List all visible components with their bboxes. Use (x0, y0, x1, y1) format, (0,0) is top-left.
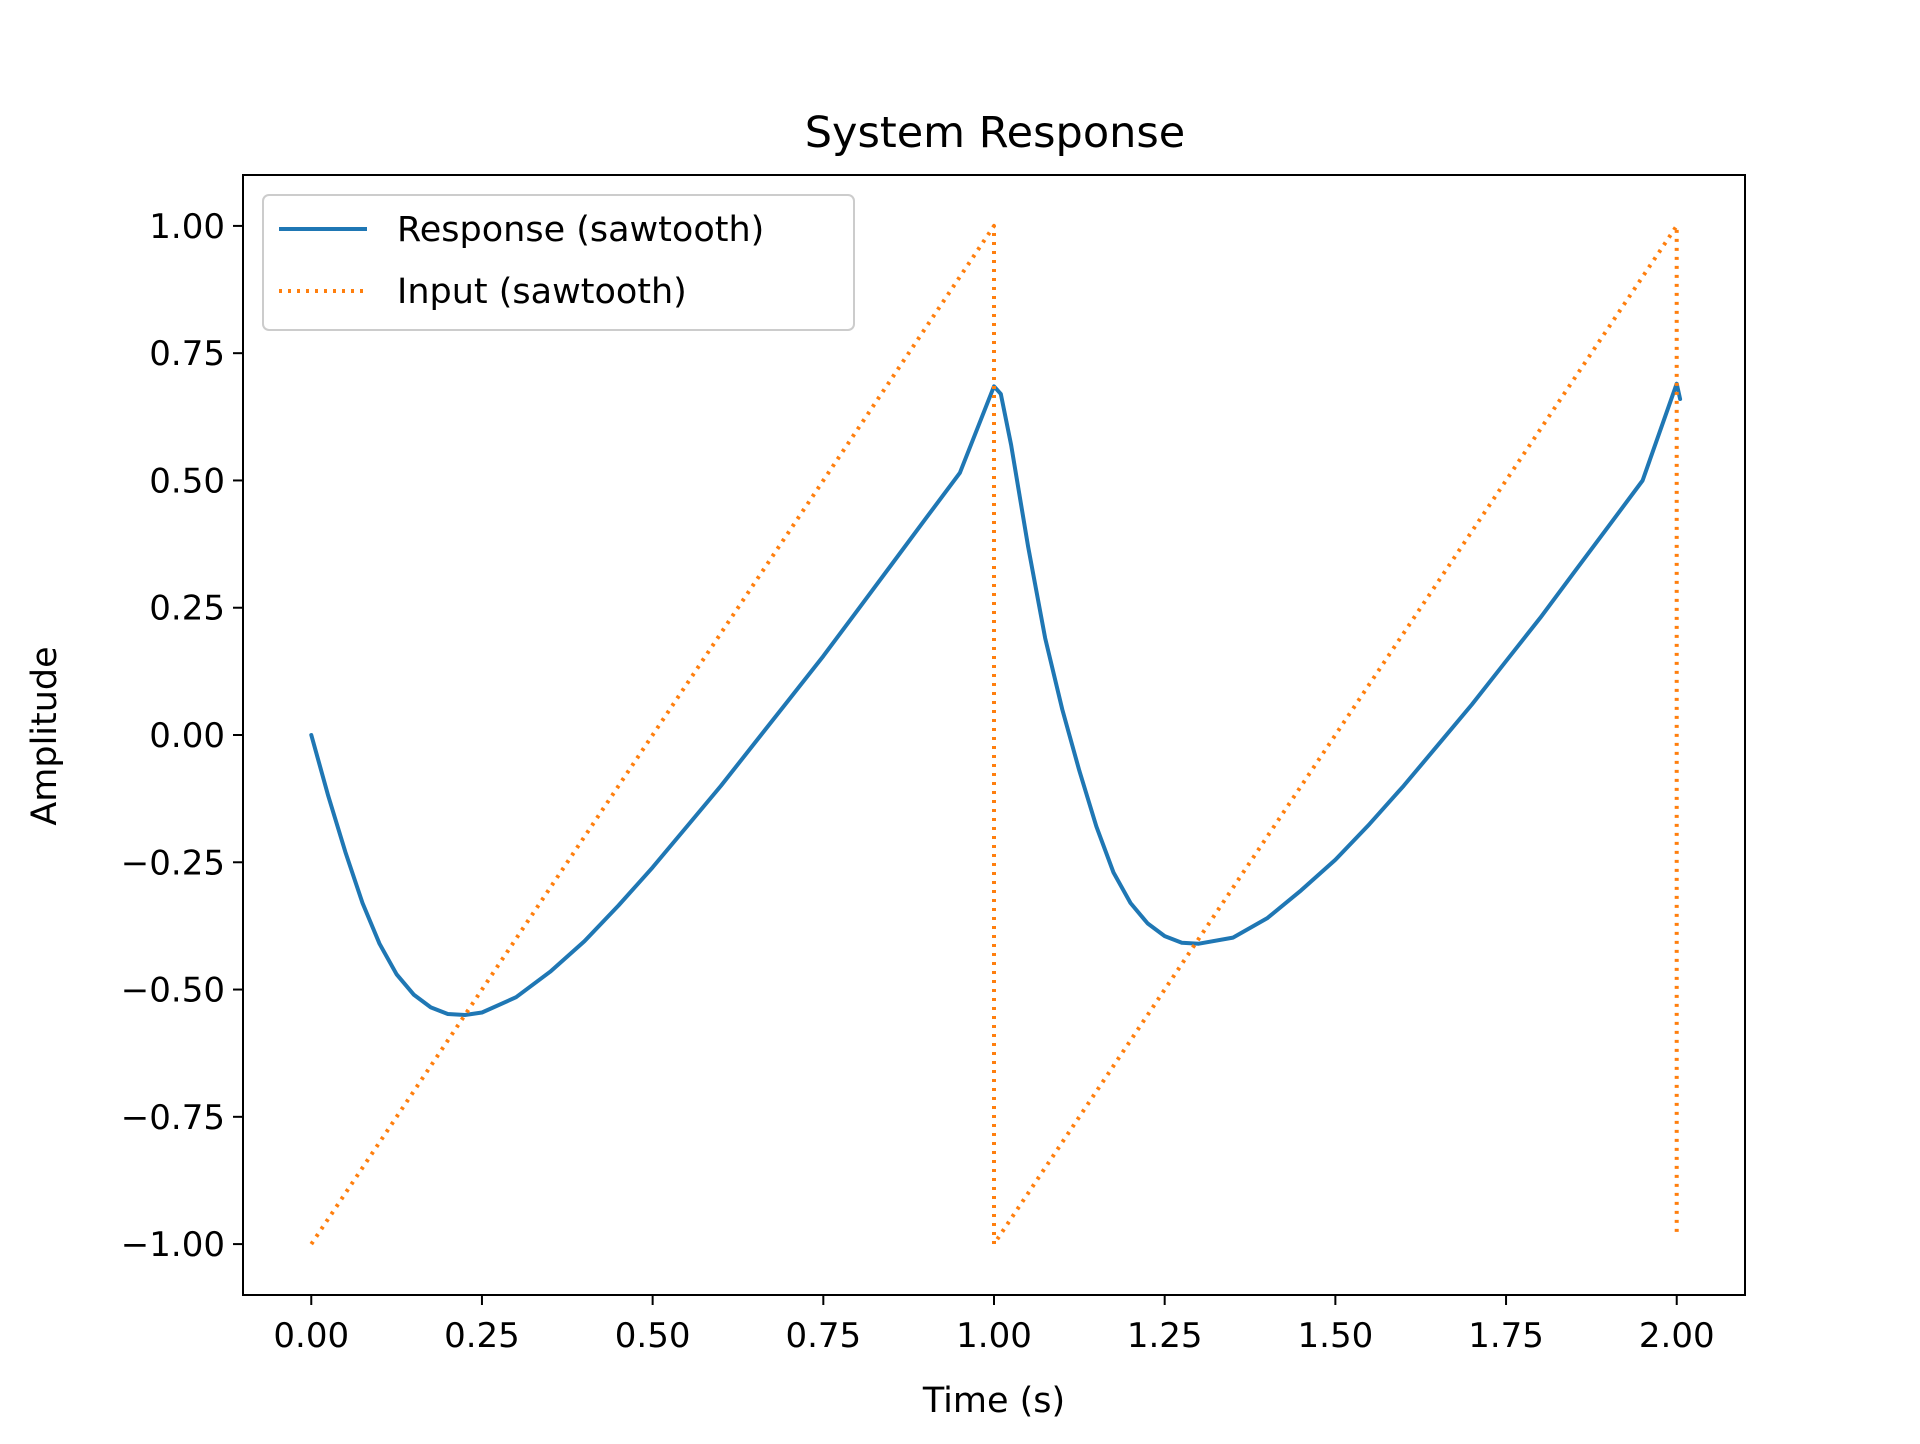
plot-content (309, 223, 1683, 1247)
x-tick-label: 0.00 (273, 1316, 349, 1356)
x-tick-label: 0.75 (785, 1316, 861, 1356)
y-tick-label: 0.25 (149, 589, 225, 629)
legend-label-response: Response (sawtooth) (397, 210, 764, 250)
chart-title: System Response (805, 108, 1186, 158)
x-tick-label: 0.25 (444, 1316, 520, 1356)
x-tick-label: 1.25 (1127, 1316, 1203, 1356)
series-line-response (309, 381, 1683, 1017)
y-axis: 1.00 0.75 0.50 0.25 0.00 −0.25 −0.50 −0.75 −1.00 (121, 207, 243, 1265)
series-line-input (309, 223, 1679, 1247)
y-tick-label: 1.00 (149, 207, 225, 247)
y-tick-label: 0.75 (149, 334, 225, 374)
legend-label-input: Input (sawtooth) (397, 272, 687, 312)
y-axis-label: Amplitude (25, 646, 65, 825)
x-tick-label: 2.00 (1639, 1316, 1715, 1356)
y-tick-label: −0.50 (121, 971, 225, 1011)
y-tick-label: 0.50 (149, 461, 225, 501)
legend: Response (sawtooth) Input (sawtooth) (262, 194, 855, 331)
y-tick-label: −0.25 (121, 843, 225, 883)
y-tick-label: −0.75 (121, 1098, 225, 1138)
y-tick-label: −1.00 (121, 1225, 225, 1265)
x-tick-label: 0.50 (615, 1316, 691, 1356)
x-tick-label: 1.00 (956, 1316, 1032, 1356)
plot-frame (242, 174, 1746, 1296)
x-axis-label: Time (s) (922, 1381, 1065, 1421)
y-tick-label: 0.00 (149, 716, 225, 756)
x-axis: 0.00 0.25 0.50 0.75 1.00 1.25 1.50 1.75 2.00 (273, 1295, 1715, 1356)
legend-box (262, 194, 855, 331)
x-tick-label: 1.75 (1468, 1316, 1544, 1356)
x-tick-label: 1.50 (1298, 1316, 1374, 1356)
